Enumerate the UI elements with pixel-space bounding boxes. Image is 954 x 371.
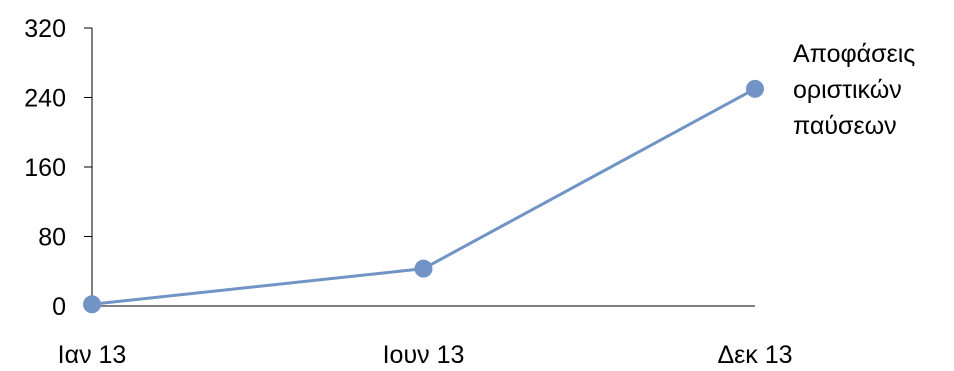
x-tick-label: Ιουν 13: [383, 341, 465, 369]
y-axis: 0 80 160 240 320: [24, 15, 93, 321]
y-tick-label: 0: [52, 293, 66, 321]
y-tick-label: 240: [24, 85, 66, 113]
y-tick-label: 160: [24, 154, 66, 182]
x-tick-label: Δεκ 13: [717, 341, 792, 369]
series-layer: [83, 79, 764, 314]
x-tick-label: Ιαν 13: [58, 341, 127, 369]
data-point: [746, 79, 764, 98]
y-tick-label: 80: [38, 224, 66, 252]
legend-label: Αποφάσεις: [793, 40, 915, 68]
data-point: [414, 259, 433, 278]
legend: Αποφάσεις οριστικών παύσεων: [793, 40, 915, 140]
legend-label: παύσεων: [793, 112, 897, 140]
y-tick-label: 320: [24, 15, 66, 43]
legend-label: οριστικών: [793, 76, 902, 104]
x-axis: Ιαν 13 Ιουν 13 Δεκ 13: [58, 305, 793, 369]
data-point: [83, 295, 101, 314]
